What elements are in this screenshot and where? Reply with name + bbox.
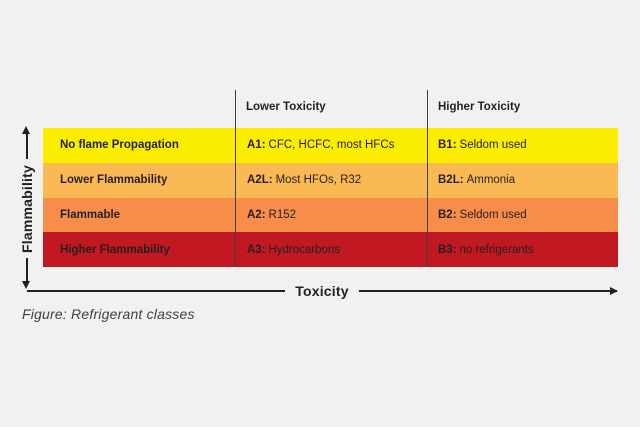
x-axis-line-left	[27, 290, 286, 292]
y-axis-line-bottom	[26, 258, 28, 281]
cell-a2l: A2L: Most HFOs, R32	[236, 174, 427, 186]
cell-a2: A2: R152	[236, 209, 427, 221]
class-description: Hydrocarbons	[268, 243, 341, 256]
class-code: A3:	[247, 243, 266, 256]
row-label: Higher Flammability	[60, 243, 170, 256]
class-code: A2:	[247, 208, 266, 221]
class-code: A2L:	[247, 174, 273, 187]
class-description: CFC, HCFC, most HFCs	[268, 139, 395, 152]
class-description: Ammonia	[466, 174, 516, 187]
column-header-higher-toxicity: Higher Toxicity	[438, 101, 521, 113]
column-separator-left	[235, 90, 237, 267]
matrix-row-flammable: Flammable A2: R152 B2: Seldom used	[43, 197, 618, 233]
cell-a1: A1: CFC, HCFC, most HFCs	[236, 139, 427, 151]
x-axis-line-right	[358, 286, 618, 295]
classification-matrix: No flame Propagation A1: CFC, HCFC, most …	[43, 128, 618, 267]
row-label: No flame Propagation	[60, 139, 179, 152]
y-axis-line-top	[26, 133, 28, 159]
matrix-row-no-flame-propagation: No flame Propagation A1: CFC, HCFC, most …	[43, 128, 618, 163]
matrix-row-lower-flammability: Lower Flammability A2L: Most HFOs, R32 B2…	[43, 162, 618, 198]
class-description: Seldom used	[459, 208, 527, 221]
x-axis-arrow-right-icon	[610, 286, 618, 295]
cell-a3: A3: Hydrocarbons	[236, 244, 427, 256]
row-label: Lower Flammability	[60, 174, 168, 187]
matrix-row-higher-flammability: Higher Flammability A3: Hydrocarbons B3: n…	[43, 232, 618, 267]
y-axis-label: Flammability	[19, 165, 35, 253]
figure-caption: Figure: Refrigerant classes	[22, 306, 195, 322]
class-code: B2:	[438, 208, 457, 221]
column-header-lower-toxicity: Lower Toxicity	[246, 101, 326, 113]
cell-b1: B1: Seldom used	[427, 139, 618, 151]
x-axis-label: Toxicity	[295, 283, 349, 299]
row-label: Flammable	[60, 208, 121, 221]
y-axis-arrow-up-icon	[22, 126, 30, 134]
y-axis-arrow-down-icon	[22, 281, 30, 289]
class-code: A1:	[247, 139, 266, 152]
class-description: Most HFOs, R32	[275, 174, 362, 187]
class-description: Seldom used	[459, 139, 527, 152]
class-code: B2L:	[438, 174, 464, 187]
cell-b2l: B2L: Ammonia	[427, 174, 618, 186]
column-separator-right	[427, 90, 429, 267]
class-code: B1:	[438, 139, 457, 152]
class-code: B3:	[438, 243, 457, 256]
cell-b3: B3: no refrigerants	[427, 244, 618, 256]
class-description: R152	[268, 208, 297, 221]
cell-b2: B2: Seldom used	[427, 209, 618, 221]
class-description: no refrigerants	[459, 243, 534, 256]
x-axis: Toxicity	[27, 283, 618, 299]
